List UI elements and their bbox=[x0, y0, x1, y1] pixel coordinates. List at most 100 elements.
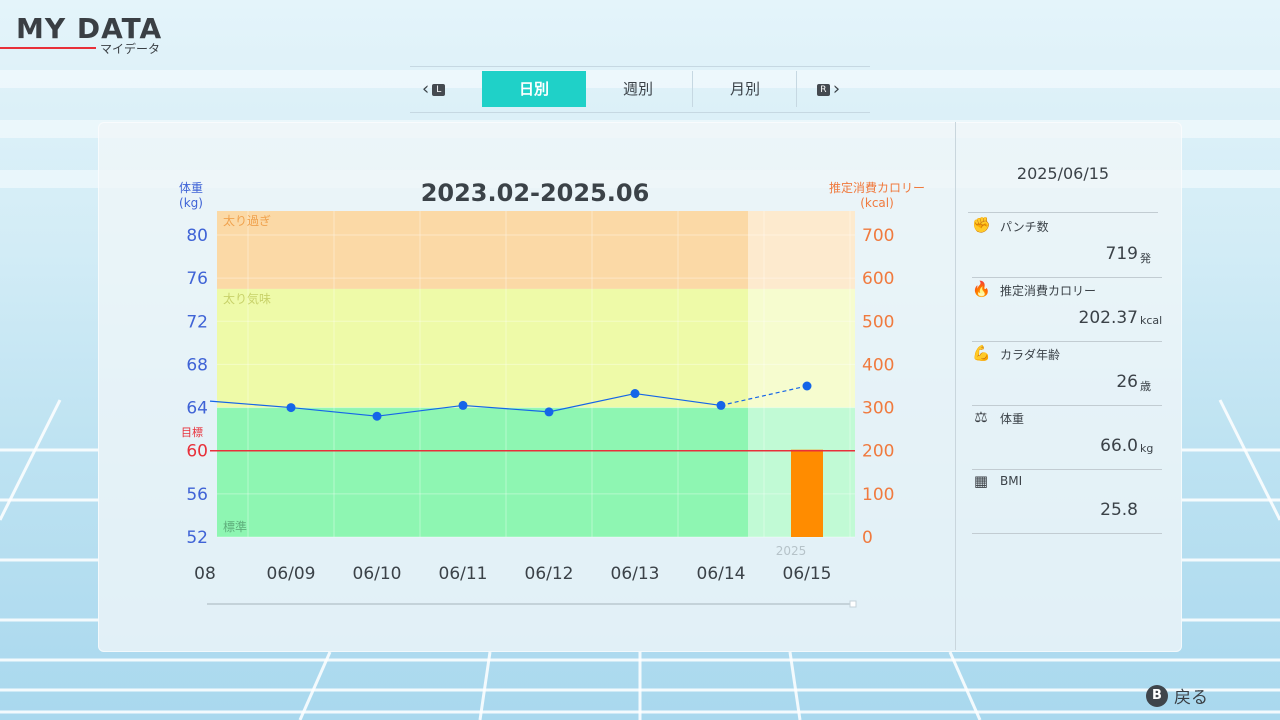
stat-label: カラダ年齢 bbox=[1000, 348, 1061, 362]
back-button[interactable]: B 戻る bbox=[1146, 683, 1208, 708]
b-button-icon: B bbox=[1146, 684, 1168, 707]
period-tab-bar: ‹ L 日別 週別 月別 R › bbox=[410, 66, 870, 113]
stat-label: 体重 bbox=[1000, 412, 1025, 426]
weight-point bbox=[372, 411, 382, 421]
weight-line-projected bbox=[720, 385, 808, 406]
stat-weight: ⚖ 体重 66.0 kg bbox=[968, 406, 1162, 470]
weight-point bbox=[630, 389, 640, 399]
stat-label: パンチ数 bbox=[1000, 220, 1049, 234]
weight-line-segment bbox=[209, 400, 292, 409]
x-tick-label: 06/10 bbox=[353, 564, 402, 584]
stat-label: 推定消費カロリー bbox=[1000, 284, 1097, 298]
x-tick-label: 06/12 bbox=[525, 564, 574, 584]
left-tick-label: 68 bbox=[186, 355, 208, 375]
chart-title: 2023.02-2025.06 bbox=[421, 179, 650, 207]
right-tick-label: 600 bbox=[862, 269, 894, 289]
chevron-left-icon: ‹ bbox=[422, 78, 430, 100]
x-axis-ticks: 08 06/09 06/10 06/11 06/12 06/13 06/14 06/15 bbox=[194, 564, 831, 584]
zone-band bbox=[217, 211, 855, 289]
weight-point bbox=[802, 381, 812, 391]
target-label: 目標 bbox=[181, 425, 203, 439]
left-tick-label: 72 bbox=[186, 312, 208, 332]
prev-tab-button[interactable]: ‹ L bbox=[422, 71, 482, 107]
stat-divider bbox=[972, 405, 1162, 406]
right-tick-label: 300 bbox=[862, 399, 894, 419]
stat-unit: kg bbox=[1140, 442, 1154, 455]
weight-point bbox=[716, 400, 726, 410]
flame-icon: 🔥 bbox=[972, 280, 991, 298]
panel-divider bbox=[955, 122, 956, 650]
stat-body-age: 💪 カラダ年齢 26 歳 bbox=[968, 342, 1162, 406]
stat-label: BMI bbox=[1000, 474, 1023, 488]
scale-icon: ⚖ bbox=[974, 408, 988, 426]
page-title: MY DATA bbox=[16, 12, 163, 45]
left-axis-ticks: 80 76 72 68 64 60 56 52 bbox=[186, 226, 208, 548]
right-axis-label: 推定消費カロリー bbox=[829, 180, 925, 195]
zone-bands bbox=[217, 211, 855, 537]
scrollbar-thumb[interactable] bbox=[849, 600, 857, 608]
weight-point bbox=[544, 407, 554, 417]
stat-value: 719 bbox=[1105, 244, 1138, 264]
right-axis-ticks: 700 600 500 400 300 200 100 0 bbox=[862, 226, 894, 548]
weight-line-segment bbox=[548, 392, 636, 413]
stat-calories: 🔥 推定消費カロリー 202.37 kcal bbox=[968, 278, 1162, 342]
summary-date: 2025/06/15 bbox=[1016, 164, 1110, 183]
year-label: 2025 bbox=[776, 544, 807, 558]
stat-divider bbox=[972, 277, 1162, 278]
title-underline bbox=[0, 47, 96, 49]
l-button-icon: L bbox=[432, 83, 446, 96]
weight-point bbox=[458, 400, 468, 410]
stat-unit: 歳 bbox=[1140, 380, 1151, 393]
left-tick-label: 76 bbox=[186, 269, 208, 289]
x-tick-label: 06/13 bbox=[611, 564, 660, 584]
tab-weekly[interactable]: 週別 bbox=[622, 80, 653, 98]
left-tick-label: 80 bbox=[186, 226, 208, 246]
weight-line-segment bbox=[634, 392, 722, 407]
x-tick-label: 06/15 bbox=[783, 564, 832, 584]
calorie-bar bbox=[791, 449, 823, 537]
tab-daily[interactable]: 日別 bbox=[482, 71, 586, 107]
x-tick-label: 06/11 bbox=[439, 564, 488, 584]
left-tick-label: 60 bbox=[186, 442, 208, 462]
zone-label: 標準 bbox=[223, 519, 247, 534]
x-tick-label: 06/14 bbox=[697, 564, 746, 584]
stat-value: 26 bbox=[1116, 372, 1138, 392]
right-tick-label: 100 bbox=[862, 485, 894, 505]
right-tick-label: 500 bbox=[862, 312, 894, 332]
tab-monthly[interactable]: 月別 bbox=[692, 71, 797, 107]
right-tick-label: 700 bbox=[862, 226, 894, 246]
left-tick-label: 56 bbox=[186, 485, 208, 505]
right-tick-label: 400 bbox=[862, 355, 894, 375]
stat-punch-count: ✊ パンチ数 719 発 bbox=[968, 214, 1162, 278]
stat-bmi: ▦ BMI 25.8 bbox=[968, 470, 1162, 534]
stat-divider bbox=[972, 533, 1162, 534]
back-label: 戻る bbox=[1174, 688, 1208, 708]
next-tab-button[interactable]: R › bbox=[796, 71, 857, 107]
weight-line-segment bbox=[376, 404, 464, 417]
muscle-body-icon: 💪 bbox=[972, 344, 991, 362]
weight-series bbox=[209, 381, 812, 421]
calorie-bars bbox=[791, 449, 823, 537]
left-tick-label: 52 bbox=[186, 528, 208, 548]
right-tick-label: 200 bbox=[862, 442, 894, 462]
left-axis-unit: (kg) bbox=[179, 196, 203, 210]
weight-line-segment bbox=[290, 406, 378, 417]
zone-label: 太り過ぎ bbox=[223, 213, 271, 228]
r-button-icon: R bbox=[816, 83, 830, 96]
x-tick-label: 08 bbox=[194, 564, 216, 584]
right-tick-label: 0 bbox=[862, 528, 873, 548]
stat-unit: kcal bbox=[1140, 314, 1163, 327]
left-axis-label: 体重 bbox=[179, 181, 203, 195]
grid-lines bbox=[217, 211, 855, 538]
zone-band bbox=[217, 407, 855, 537]
zone-label: 太り気味 bbox=[223, 291, 271, 306]
date-divider bbox=[968, 212, 1158, 213]
stat-value: 25.8 bbox=[1100, 500, 1138, 520]
x-tick-label: 06/09 bbox=[267, 564, 316, 584]
stat-unit: 発 bbox=[1140, 252, 1151, 265]
page-subtitle: マイデータ bbox=[100, 42, 161, 56]
zone-band bbox=[217, 288, 855, 408]
stat-divider bbox=[972, 341, 1162, 342]
